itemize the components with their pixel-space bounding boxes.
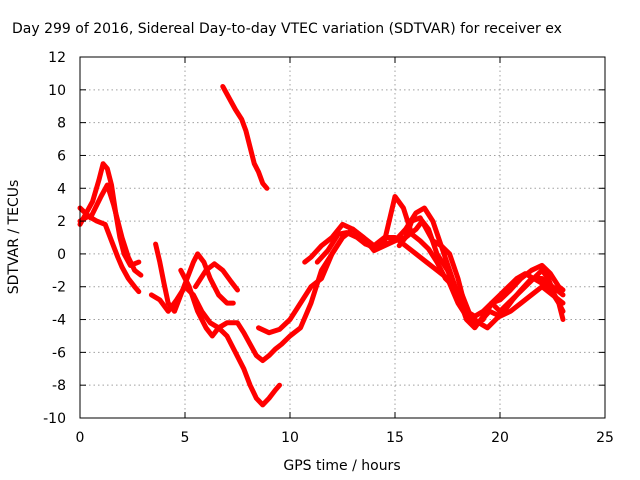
y-tick-label: 6 [57,148,66,164]
series-line-track-7 [193,261,240,293]
y-tick-label: -10 [43,411,66,427]
data-series-group [77,84,566,408]
x-axis-label: GPS time / hours [283,458,400,474]
y-axis-label: SDTVAR / TECUs [6,180,22,295]
y-tick-label: 2 [57,214,66,230]
series-line-track-9 [256,226,566,336]
x-tick-label: 0 [76,430,85,446]
series-line-track-6 [178,267,282,408]
y-tick-label: -2 [52,280,66,296]
x-tick-label: 20 [491,430,509,446]
y-tick-label: -6 [52,345,66,361]
y-tick-label: 4 [57,181,66,197]
y-tick-label: 10 [48,83,66,99]
x-tick-label: 15 [386,430,404,446]
tick-labels: 0 5 10 15 20 25 -10 -8 -6 -4 -2 0 2 4 6 8 10 12 [43,50,614,446]
series-line-track-11 [314,194,566,331]
series-line-track-12 [396,215,566,322]
x-tick-label: 5 [181,430,190,446]
series-line-track-3 [77,182,144,278]
plot-frame [79,56,606,419]
x-tick-label: 25 [596,430,614,446]
series-line-track-1 [77,161,142,268]
chart-title: Day 299 of 2016, Sidereal Day-to-day VTE… [12,21,562,37]
y-tick-label: -8 [52,378,66,394]
y-tick-label: -4 [52,313,66,329]
y-tick-label: 12 [48,50,66,66]
x-tick-label: 10 [281,430,299,446]
series-line-track-8 [220,84,270,191]
y-tick-label: 8 [57,116,66,132]
series-line-track-4 [153,241,236,314]
y-tick-label: 0 [57,247,66,263]
